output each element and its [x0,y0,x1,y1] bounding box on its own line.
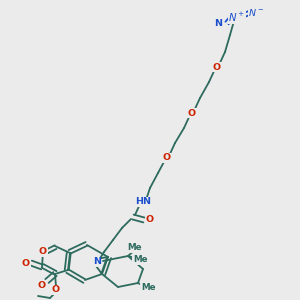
Text: O: O [213,62,221,71]
Text: O: O [188,109,196,118]
Text: N: N [93,257,101,266]
Text: Me: Me [128,244,142,253]
Text: $N^-$: $N^-$ [248,8,264,19]
Text: Me: Me [141,284,155,292]
Text: $N^+$: $N^+$ [229,11,245,24]
Text: O: O [146,215,154,224]
Text: O: O [22,259,30,268]
Text: HN: HN [135,197,151,206]
Text: O: O [39,248,47,256]
Text: O: O [163,154,171,163]
Text: O: O [38,280,46,290]
Text: N: N [214,20,222,28]
Text: Me: Me [133,256,147,265]
Text: O: O [52,286,60,295]
